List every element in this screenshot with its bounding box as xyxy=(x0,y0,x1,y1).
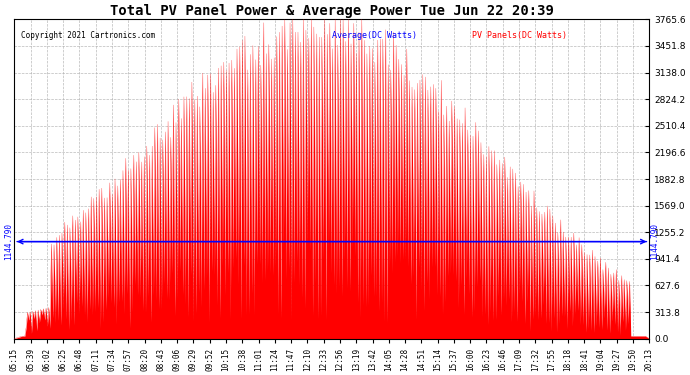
Text: Copyright 2021 Cartronics.com: Copyright 2021 Cartronics.com xyxy=(21,30,155,39)
Text: Average(DC Watts): Average(DC Watts) xyxy=(332,30,417,39)
Title: Total PV Panel Power & Average Power Tue Jun 22 20:39: Total PV Panel Power & Average Power Tue… xyxy=(110,4,554,18)
Text: 1144.790: 1144.790 xyxy=(4,223,13,260)
Text: 1144.790: 1144.790 xyxy=(651,223,660,260)
Text: PV Panels(DC Watts): PV Panels(DC Watts) xyxy=(471,30,566,39)
